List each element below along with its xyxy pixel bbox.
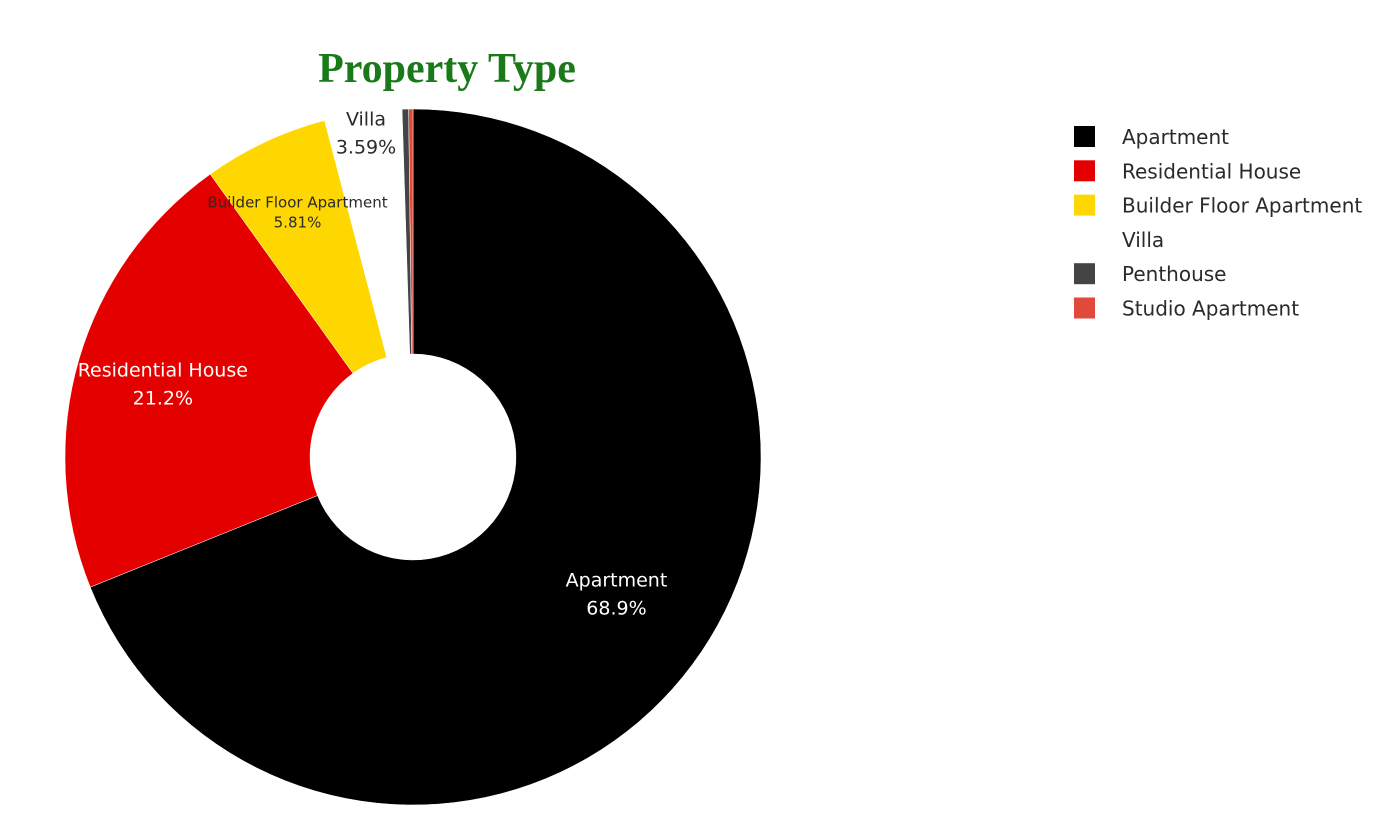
legend-label: Studio Apartment: [1122, 297, 1299, 321]
legend-label: Builder Floor Apartment: [1122, 194, 1362, 218]
legend-swatch: [1074, 126, 1095, 147]
legend-swatch: [1074, 160, 1095, 182]
pie-slice-apartment[interactable]: [89, 108, 762, 806]
legend-item-residential-house[interactable]: Residential House: [1074, 159, 1301, 183]
legend-swatch: [1074, 263, 1095, 285]
pie-slices: [64, 108, 762, 806]
slice-label-villa: Villa 3.59%: [336, 108, 396, 158]
chart-title: Property Type: [318, 46, 576, 92]
legend-swatch: [1074, 194, 1095, 216]
slice-labels: Apartment 68.9% Residential House 21.2% Buil…: [78, 108, 668, 619]
legend-label: Apartment: [1122, 125, 1229, 149]
slice-label-builder-floor-apartment: Builder Floor Apartment 5.81%: [207, 193, 387, 231]
legend-item-penthouse[interactable]: Penthouse: [1074, 262, 1226, 286]
legend-label: Residential House: [1122, 159, 1301, 183]
pie-slice-residential-house[interactable]: [64, 173, 354, 588]
legend: Apartment Residential House Builder Floor …: [1074, 125, 1362, 321]
slice-label-residential-house: Residential House 21.2%: [78, 359, 248, 409]
legend-item-apartment[interactable]: Apartment: [1074, 125, 1229, 149]
legend-item-villa[interactable]: Villa: [1074, 228, 1164, 252]
legend-item-studio-apartment[interactable]: Studio Apartment: [1074, 297, 1299, 321]
legend-swatch: [1074, 228, 1095, 250]
legend-swatch: [1074, 297, 1095, 319]
legend-label: Penthouse: [1122, 262, 1226, 286]
slice-label-apartment: Apartment 68.9%: [566, 569, 668, 619]
pie-slice-studio-apartment[interactable]: [408, 108, 414, 355]
legend-item-builder-floor-apartment[interactable]: Builder Floor Apartment: [1074, 194, 1362, 218]
legend-label: Villa: [1122, 228, 1164, 252]
